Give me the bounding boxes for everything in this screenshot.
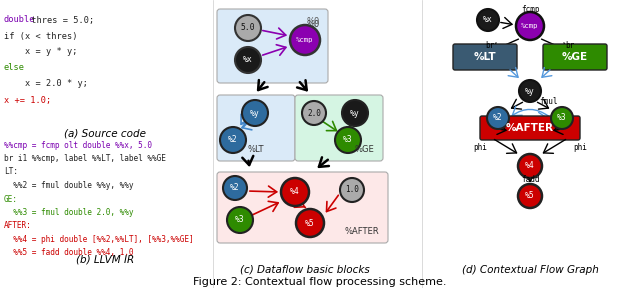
Circle shape: [518, 154, 542, 178]
Text: %2: %2: [493, 113, 503, 122]
Text: %LT: %LT: [248, 145, 264, 154]
Text: br i1 %%cmp, label %%LT, label %%GE: br i1 %%cmp, label %%LT, label %%GE: [4, 154, 166, 163]
Text: %y: %y: [525, 86, 535, 96]
Circle shape: [335, 127, 361, 153]
Circle shape: [302, 101, 326, 125]
Text: %2: %2: [230, 183, 240, 192]
Circle shape: [516, 12, 544, 40]
Text: x += 1.0;: x += 1.0;: [4, 96, 51, 105]
Text: %y: %y: [250, 109, 260, 118]
Circle shape: [220, 127, 246, 153]
Text: thres = 5.0;: thres = 5.0;: [26, 16, 95, 24]
Circle shape: [477, 9, 499, 31]
Text: (d) Contextual Flow Graph: (d) Contextual Flow Graph: [461, 265, 598, 275]
Circle shape: [235, 47, 261, 73]
Text: %GE: %GE: [355, 145, 374, 154]
Text: 2.0: 2.0: [307, 109, 321, 118]
FancyBboxPatch shape: [217, 172, 388, 243]
Text: %%4 = phi double [%%2,%%LT], [%%3,%%GE]: %%4 = phi double [%%2,%%LT], [%%3,%%GE]: [4, 235, 194, 244]
Text: %0: %0: [307, 17, 320, 26]
Text: %3: %3: [557, 113, 567, 122]
Circle shape: [235, 15, 261, 41]
Text: br: br: [565, 41, 575, 50]
FancyBboxPatch shape: [480, 116, 580, 140]
Text: phi: phi: [473, 143, 487, 153]
Text: (b) LLVM IR: (b) LLVM IR: [76, 255, 134, 265]
Text: %5: %5: [305, 219, 315, 228]
Text: %0: %0: [307, 20, 320, 29]
Text: x = 2.0 * y;: x = 2.0 * y;: [4, 79, 88, 88]
Text: %4: %4: [290, 187, 300, 196]
Text: %%3 = fmul double 2.0, %%y: %%3 = fmul double 2.0, %%y: [4, 208, 134, 217]
Text: 1.0: 1.0: [345, 185, 359, 194]
Text: %%5 = fadd double %%4, 1.0: %%5 = fadd double %%4, 1.0: [4, 249, 134, 257]
FancyBboxPatch shape: [295, 95, 383, 161]
Circle shape: [296, 209, 324, 237]
Text: GE:: GE:: [4, 194, 18, 204]
Text: fcmp: fcmp: [521, 5, 540, 14]
Text: %5: %5: [525, 192, 535, 200]
Text: %cmp: %cmp: [296, 37, 314, 43]
Circle shape: [281, 178, 309, 206]
Circle shape: [487, 107, 509, 129]
Text: %cmp: %cmp: [521, 23, 539, 29]
Text: %2: %2: [228, 135, 238, 145]
Text: %AFTER: %AFTER: [344, 228, 379, 236]
Text: %x: %x: [243, 56, 253, 65]
Circle shape: [342, 100, 368, 126]
Text: Figure 2: Contextual flow processing scheme.: Figure 2: Contextual flow processing sch…: [193, 277, 447, 287]
Text: fmul: fmul: [539, 96, 557, 105]
Text: %LT: %LT: [474, 52, 496, 62]
Circle shape: [340, 178, 364, 202]
Text: (c) Dataflow basic blocks: (c) Dataflow basic blocks: [240, 265, 370, 275]
Text: double: double: [4, 16, 35, 24]
Text: %4: %4: [525, 162, 535, 170]
Text: 5.0: 5.0: [241, 24, 255, 33]
Text: %%cmp = fcmp olt double %%x, 5.0: %%cmp = fcmp olt double %%x, 5.0: [4, 141, 152, 149]
Circle shape: [551, 107, 573, 129]
Text: %AFTER: %AFTER: [506, 123, 554, 133]
Text: br: br: [485, 41, 495, 50]
Text: LT:: LT:: [4, 168, 18, 177]
Text: %%2 = fmul double %%y, %%y: %%2 = fmul double %%y, %%y: [4, 181, 134, 190]
Circle shape: [242, 100, 268, 126]
Text: %3: %3: [343, 135, 353, 145]
Text: fadd: fadd: [521, 175, 540, 185]
Circle shape: [227, 207, 253, 233]
Circle shape: [290, 25, 320, 55]
Circle shape: [518, 184, 542, 208]
Text: x = y * y;: x = y * y;: [4, 48, 77, 56]
Text: %y: %y: [350, 109, 360, 118]
Text: if (x < thres): if (x < thres): [4, 31, 77, 41]
Text: %GE: %GE: [562, 52, 588, 62]
FancyBboxPatch shape: [217, 9, 328, 83]
Text: (a) Source code: (a) Source code: [64, 128, 146, 138]
Text: AFTER:: AFTER:: [4, 221, 32, 230]
FancyBboxPatch shape: [217, 95, 295, 161]
FancyBboxPatch shape: [543, 44, 607, 70]
Circle shape: [223, 176, 247, 200]
Text: %x: %x: [483, 16, 493, 24]
Text: else: else: [4, 63, 25, 73]
Text: %3: %3: [235, 215, 245, 225]
FancyBboxPatch shape: [453, 44, 517, 70]
Text: phi: phi: [573, 143, 587, 153]
Circle shape: [519, 80, 541, 102]
